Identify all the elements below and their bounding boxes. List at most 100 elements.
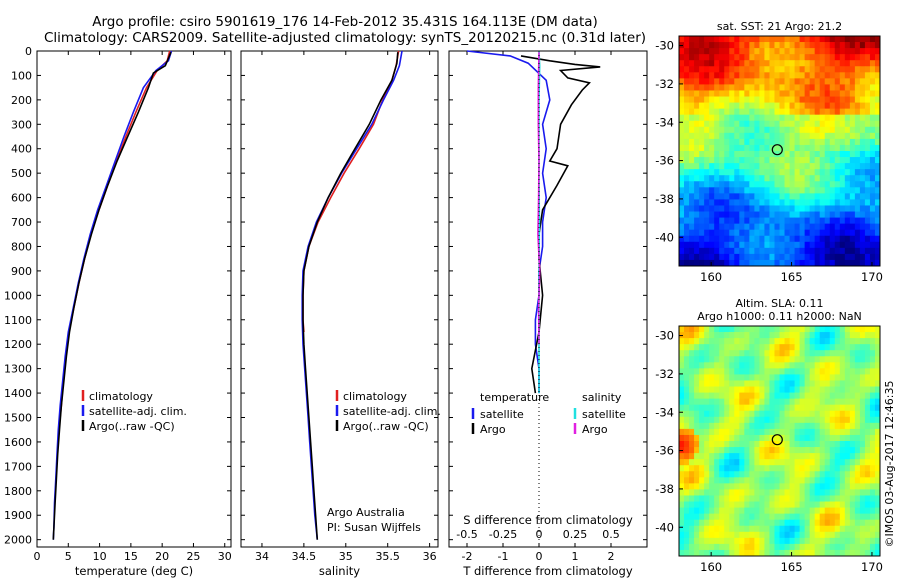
map-cell bbox=[694, 513, 700, 521]
map-cell bbox=[824, 132, 831, 140]
map-cell bbox=[814, 501, 821, 508]
map-cell bbox=[699, 199, 705, 206]
map-cell bbox=[864, 217, 871, 225]
map-cell bbox=[694, 326, 700, 333]
map-cell bbox=[724, 441, 730, 448]
map-cell bbox=[769, 501, 775, 508]
map-cell bbox=[804, 169, 811, 176]
map-cell bbox=[689, 326, 695, 333]
map-cell bbox=[824, 392, 831, 400]
map-cell bbox=[824, 374, 831, 381]
map-cell bbox=[844, 495, 851, 502]
map-cell bbox=[709, 441, 715, 448]
map-cell bbox=[759, 422, 765, 430]
map-cell bbox=[794, 48, 801, 55]
map-cell bbox=[864, 120, 871, 128]
map-cell bbox=[719, 477, 725, 484]
map-cell bbox=[829, 42, 836, 49]
map-cell bbox=[749, 392, 755, 400]
map-cell bbox=[759, 211, 765, 218]
map-cell bbox=[769, 489, 775, 496]
map-cell bbox=[809, 459, 816, 466]
map-cell bbox=[844, 60, 851, 67]
map-cell bbox=[699, 138, 705, 146]
map-cell bbox=[769, 211, 775, 218]
map-cell bbox=[769, 374, 775, 381]
map-cell bbox=[774, 392, 780, 400]
map-cell bbox=[739, 199, 745, 206]
map-cell bbox=[744, 66, 750, 73]
map-cell bbox=[684, 247, 690, 255]
map-cell bbox=[764, 120, 770, 128]
map-cell bbox=[839, 380, 846, 387]
map-cell bbox=[729, 398, 735, 406]
map-cell bbox=[874, 428, 881, 436]
map-cell bbox=[789, 350, 795, 357]
map-cell bbox=[784, 126, 790, 134]
map-cell bbox=[854, 144, 861, 152]
map-cell bbox=[849, 525, 856, 533]
map-cell bbox=[789, 114, 795, 122]
map-cell bbox=[854, 380, 861, 387]
map-cell bbox=[689, 169, 695, 176]
map-cell bbox=[824, 126, 831, 134]
map-cell bbox=[704, 247, 710, 255]
map-cell bbox=[704, 332, 710, 339]
map-cell bbox=[794, 501, 801, 508]
map-cell bbox=[829, 350, 836, 357]
map-cell bbox=[689, 338, 695, 345]
map-cell bbox=[789, 362, 795, 369]
map-cell bbox=[854, 108, 861, 116]
map-cell bbox=[709, 187, 715, 194]
map-cell bbox=[724, 477, 730, 484]
map-cell bbox=[764, 126, 770, 134]
map-cell bbox=[814, 126, 821, 134]
map-cell bbox=[699, 211, 705, 218]
map-cell bbox=[844, 380, 851, 387]
map-cell bbox=[784, 157, 790, 164]
map-cell bbox=[714, 132, 720, 140]
map-cell bbox=[869, 175, 876, 182]
map-cell bbox=[759, 441, 765, 448]
map-cell bbox=[689, 350, 695, 357]
map-cell bbox=[779, 151, 785, 158]
map-cell bbox=[789, 422, 795, 430]
map-cell bbox=[779, 138, 785, 146]
map-cell bbox=[684, 235, 690, 243]
map-cell bbox=[799, 465, 806, 472]
map-cell bbox=[714, 441, 720, 448]
map-cell bbox=[704, 72, 710, 79]
map-cell bbox=[854, 169, 861, 176]
map-cell bbox=[824, 175, 831, 182]
map-cell bbox=[699, 501, 705, 508]
map-cell bbox=[849, 453, 856, 460]
map-cell bbox=[764, 386, 770, 393]
map-cell bbox=[854, 175, 861, 182]
map-cell bbox=[734, 374, 740, 381]
map-cell bbox=[804, 205, 811, 212]
x-tick-label: 170 bbox=[861, 560, 883, 574]
map-cell bbox=[839, 84, 846, 91]
map-cell bbox=[754, 205, 760, 212]
map-cell bbox=[724, 241, 730, 249]
map-cell bbox=[744, 350, 750, 357]
map-cell bbox=[824, 151, 831, 158]
map-cell bbox=[834, 453, 841, 460]
map-cell bbox=[714, 507, 720, 515]
map-cell bbox=[809, 374, 816, 381]
map-cell bbox=[724, 471, 730, 478]
map-cell bbox=[769, 253, 775, 261]
map-cell bbox=[829, 344, 836, 351]
map-cell bbox=[859, 477, 866, 484]
map-cell bbox=[734, 151, 740, 158]
map-cell bbox=[774, 489, 780, 496]
map-cell bbox=[789, 157, 795, 164]
map-cell bbox=[719, 78, 725, 85]
map-cell bbox=[684, 549, 690, 557]
map-cell bbox=[774, 338, 780, 345]
map-cell bbox=[764, 241, 770, 249]
map-cell bbox=[829, 48, 836, 55]
x-tick-label: 20 bbox=[155, 550, 169, 563]
map-cell bbox=[699, 428, 705, 436]
map-cell bbox=[704, 114, 710, 122]
